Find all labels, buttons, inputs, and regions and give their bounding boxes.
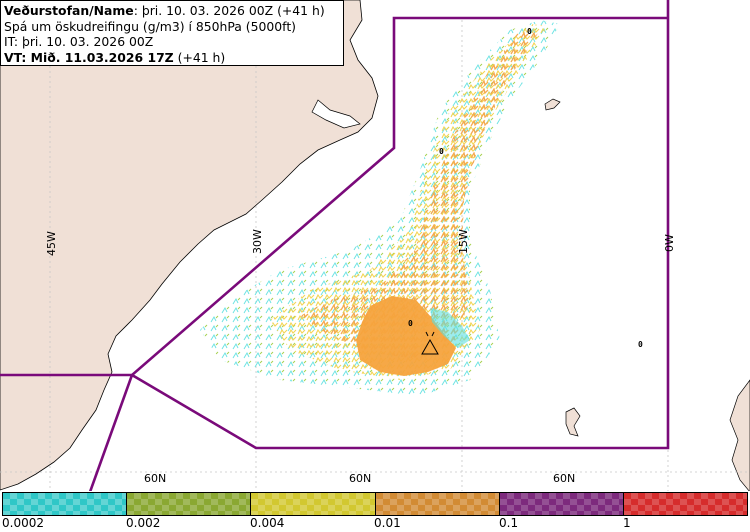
lat-label-60n-right: 60N	[553, 472, 576, 485]
volcano-icon	[421, 331, 439, 355]
island-faroe	[565, 407, 581, 437]
legend-swatch-orange	[375, 493, 500, 515]
legend-color-bar	[2, 492, 748, 516]
contour-marker: 0	[638, 340, 643, 349]
legend-swatch-red	[623, 493, 748, 515]
lon-label-45w: 45W	[45, 231, 58, 256]
issue-time-line: IT: þri. 10. 03. 2026 00Z	[4, 34, 154, 50]
legend-tick-label: 0.1	[499, 516, 519, 530]
legend-tick-label: 0.004	[250, 516, 285, 530]
island-north-east	[544, 98, 561, 111]
contour-marker: 0	[408, 319, 413, 328]
legend-swatch-purple	[499, 493, 624, 515]
contour-marker: 0	[439, 147, 444, 156]
legend-tick-label: 0.0002	[2, 516, 44, 530]
valid-time-suffix: (+41 h)	[173, 49, 226, 65]
name-line: Veðurstofan/Name: þri. 10. 03. 2026 00Z …	[4, 3, 340, 19]
ash-orange-band	[300, 30, 540, 360]
forecast-info-box: Veðurstofan/Name: þri. 10. 03. 2026 00Z …	[0, 0, 344, 66]
ash-dense-core	[356, 296, 456, 376]
valid-time-line: VT: Mið. 11.03.2026 17Z (+41 h)	[4, 50, 340, 66]
legend-tick-label: 0.002	[126, 516, 161, 530]
greenland-landmass	[0, 0, 379, 491]
fjord-notch	[311, 99, 361, 129]
land-bottom-right	[729, 379, 750, 492]
lon-label-30w: 30W	[251, 229, 264, 254]
valid-time-label: VT: Mið. 11.03.2026 17Z	[4, 49, 174, 65]
legend-tick-label: 0.01	[374, 516, 401, 530]
name-value: : þri. 10. 03. 2026 00Z (+41 h)	[133, 3, 325, 18]
lat-label-60n-left: 60N	[144, 472, 167, 485]
advisory-boundary	[0, 0, 670, 492]
legend-swatch-cyan	[3, 493, 128, 515]
legend-swatch-green	[127, 493, 252, 515]
legend-tick-label: 1	[623, 516, 631, 530]
lat-label-60n-center: 60N	[349, 472, 372, 485]
concentration-legend: 0.0002 0.002 0.004 0.01 0.1 1	[0, 491, 750, 532]
ash-cyan-edge	[430, 308, 470, 348]
map-canvas	[0, 0, 750, 492]
product-line: Spá um öskudreifingu (g/m3) í 850hPa (50…	[4, 18, 297, 34]
contour-marker: 0	[527, 27, 532, 36]
lon-label-0w: 0W	[663, 234, 676, 252]
ash-plume	[200, 20, 560, 396]
lon-label-15w: 15W	[457, 229, 470, 254]
legend-swatch-yellow	[251, 493, 376, 515]
name-label: Veðurstofan/Name	[4, 3, 134, 18]
